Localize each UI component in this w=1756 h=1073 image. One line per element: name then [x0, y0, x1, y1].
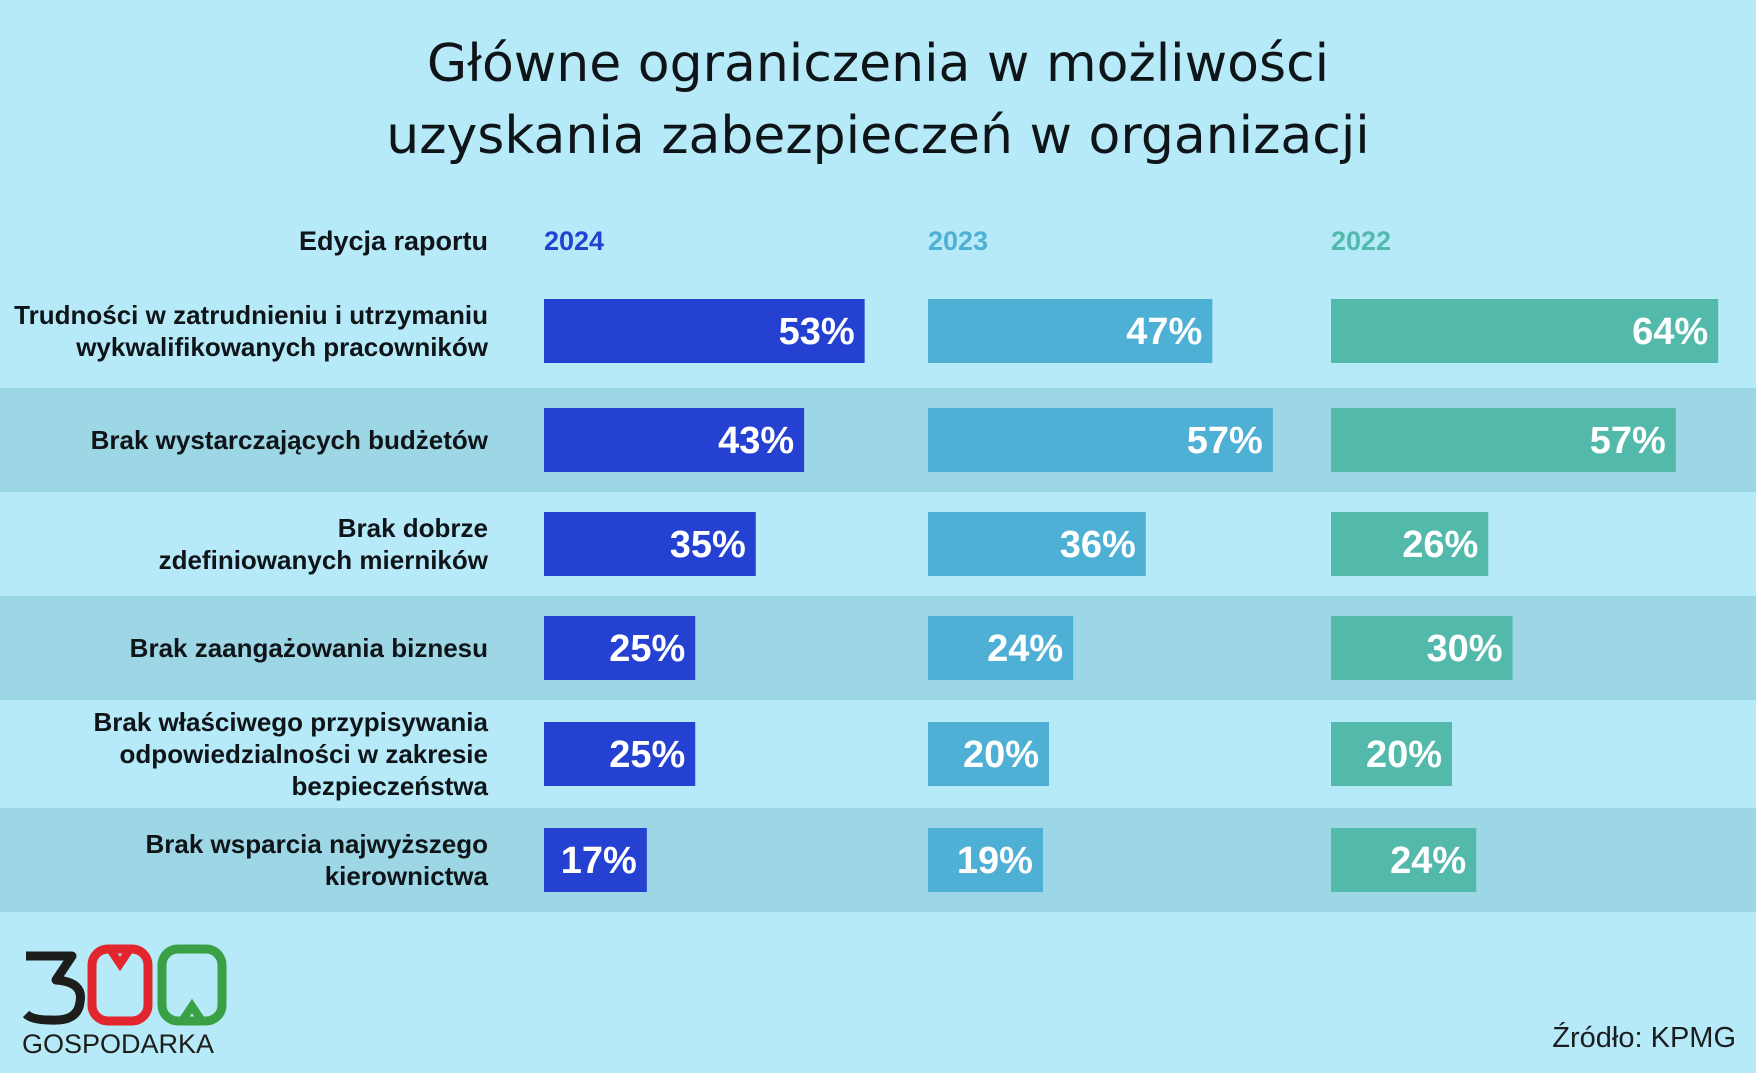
bar-2023 [928, 512, 1146, 576]
logo-digit-0-red [87, 944, 153, 1026]
category-label: Brak wsparcia najwyższego [146, 829, 488, 859]
chart-title-line-2: uzyskania zabezpieczeń w organizacji [386, 106, 1370, 166]
bar-2024 [544, 408, 805, 472]
category-label: Trudności w zatrudnieniu i utrzymaniu [14, 300, 488, 330]
bar-2024 [544, 722, 696, 786]
bar-value-label: 30% [1426, 628, 1502, 670]
bar-2024 [544, 616, 696, 680]
bar-2022 [1331, 722, 1452, 786]
bar-2023 [928, 299, 1213, 363]
logo-digit-0-red-notch [106, 946, 134, 972]
bar-value-label: 25% [609, 628, 685, 670]
category-label: zdefiniowanych mierników [159, 545, 489, 575]
bar-value-label: 36% [1060, 524, 1136, 566]
bar-value-label: 24% [987, 628, 1063, 670]
category-label: odpowiedzialności w zakresie [120, 739, 488, 769]
bar-value-label: 26% [1402, 524, 1478, 566]
bar-value-label: 35% [670, 524, 746, 566]
logo-digit-0-green [157, 944, 227, 1026]
bar-value-label: 57% [1590, 420, 1666, 462]
bar-value-label: 25% [609, 734, 685, 776]
series-header-2024: 2024 [544, 226, 604, 256]
bar-2024 [544, 512, 756, 576]
category-label: Brak zaangażowania biznesu [130, 633, 488, 663]
bar-2024 [544, 299, 865, 363]
logo-text: GOSPODARKA [22, 1029, 214, 1056]
bar-value-label: 47% [1126, 311, 1202, 353]
chart-title: Główne ograniczenia w możliwości uzyskan… [0, 28, 1756, 172]
bar-value-label: 64% [1632, 311, 1708, 353]
bar-2022 [1331, 512, 1489, 576]
series-header-2022: 2022 [1331, 226, 1391, 256]
row-stripe [0, 808, 1756, 912]
category-label: Brak właściwego przypisywania [94, 707, 489, 737]
header-label: Edycja raportu [299, 226, 488, 256]
source-note: Źródło: KPMG [1552, 1022, 1736, 1054]
bar-2022 [1331, 408, 1676, 472]
bar-2023 [928, 722, 1049, 786]
bar-value-label: 24% [1390, 840, 1466, 882]
bar-value-label: 43% [718, 420, 794, 462]
series-header-2023: 2023 [928, 226, 988, 256]
bar-2024 [544, 828, 647, 892]
bar-2023 [928, 828, 1043, 892]
bar-value-label: 20% [963, 734, 1039, 776]
category-label: bezpieczeństwa [291, 771, 488, 801]
logo-digit-0-green-notch [178, 998, 206, 1024]
bar-value-label: 20% [1366, 734, 1442, 776]
bar-2023 [928, 616, 1074, 680]
bar-2023 [928, 408, 1273, 472]
category-label: wykwalifikowanych pracowników [75, 332, 489, 362]
bar-value-label: 53% [779, 311, 855, 353]
bar-2022 [1331, 616, 1513, 680]
bar-value-label: 57% [1187, 420, 1263, 462]
logo-300-gospodarka: GOSPODARKA [22, 944, 227, 1056]
category-label: Brak wystarczających budżetów [91, 425, 489, 455]
category-label: Brak dobrze [338, 513, 488, 543]
bar-2022 [1331, 299, 1719, 363]
chart-title-line-1: Główne ograniczenia w możliwości [426, 34, 1330, 94]
category-label: kierownictwa [325, 861, 489, 891]
bar-2022 [1331, 828, 1477, 892]
bar-value-label: 17% [561, 840, 637, 882]
logo-digit-3 [22, 951, 85, 1025]
bar-value-label: 19% [957, 840, 1033, 882]
logo-digit-3-shape [22, 951, 85, 1025]
